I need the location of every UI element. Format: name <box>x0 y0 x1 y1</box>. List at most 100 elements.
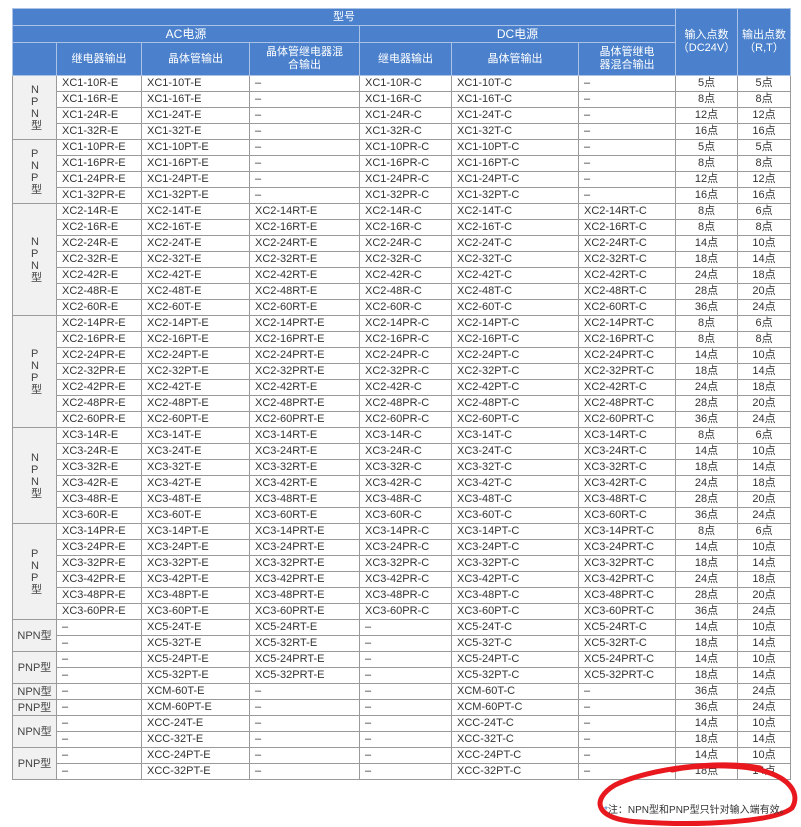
cell-ac-relay: XC1-10R-E <box>56 75 142 92</box>
cell-input-points: 18点 <box>675 635 739 652</box>
cell-dc-transistor: XC1-24PT-C <box>451 171 579 188</box>
cell-ac-mixed: – <box>249 187 360 204</box>
cell-dc-transistor: XC5-32T-C <box>451 635 579 652</box>
cell-dc-relay: XC2-60PR-C <box>359 411 452 428</box>
cell-input-points: 8点 <box>675 203 739 220</box>
cell-ac-transistor: XC1-10PT-E <box>141 139 250 156</box>
cell-dc-relay: – <box>359 619 452 636</box>
cell-output-points: 10点 <box>737 619 792 636</box>
cell-output-points: 14点 <box>737 363 792 380</box>
cell-dc-relay: – <box>359 651 452 668</box>
cell-dc-relay: XC2-48PR-C <box>359 395 452 412</box>
cell-input-points: 18点 <box>675 731 739 748</box>
cell-ac-relay: XC3-14R-E <box>56 427 142 444</box>
cell-output-points: 8点 <box>737 91 792 108</box>
cell-ac-relay: XC3-24R-E <box>56 443 142 460</box>
cell-ac-relay: XC2-42PR-E <box>56 379 142 396</box>
cell-ac-mixed: – <box>249 91 360 108</box>
header-ac-relay: 继电器输出 <box>56 42 142 76</box>
cell-dc-mixed: XC3-32RT-C <box>577 459 677 476</box>
cell-ac-relay: – <box>56 651 142 668</box>
cell-dc-mixed: XC5-24RT-C <box>577 619 677 636</box>
header-ac-mixed: 晶体管继电器混合输出 <box>249 42 360 76</box>
cell-input-points: 36点 <box>675 683 739 700</box>
cell-dc-relay: XC3-24PR-C <box>359 539 452 556</box>
cell-dc-mixed: – <box>577 683 677 700</box>
cell-ac-mixed: – <box>249 747 360 764</box>
table-row: XC3-48PR-E XC3-48PT-E XC3-48PRT-E XC3-48PR-… <box>13 587 792 604</box>
cell-dc-mixed: – <box>577 123 677 140</box>
table-row: PNP型 – XCC-24PT-E – – XCC-24PT-C –14点 10点 <box>12 747 792 780</box>
cell-ac-mixed: – <box>249 123 360 140</box>
cell-ac-relay: XC3-48PR-E <box>56 587 142 604</box>
table-row: – XC5-32T-E XC5-32RT-E – XC5-32T-C XC5-32RT-C… <box>13 635 792 652</box>
cell-output-points: 14点 <box>737 459 792 476</box>
cell-ac-transistor: XC2-42T-E <box>141 379 250 396</box>
cell-ac-relay: XC3-42R-E <box>56 475 142 492</box>
footnote-text: 注：NPN型和PNP型只针对输入端有效。 <box>607 805 790 816</box>
cell-input-points: 36点 <box>675 507 739 524</box>
cell-ac-transistor: XCC-24PT-E <box>141 747 250 764</box>
cell-dc-transistor: XC1-16PT-C <box>451 155 579 172</box>
cell-dc-transistor: XCM-60T-C <box>451 683 579 700</box>
cell-ac-relay: XC3-42PR-E <box>56 571 142 588</box>
cell-ac-relay: – <box>56 747 142 764</box>
table-row: – XC5-32PT-E XC5-32PRT-E – XC5-32PT-C XC5-32P… <box>13 667 792 684</box>
cell-input-points: 18点 <box>675 555 739 572</box>
cell-dc-mixed: – <box>577 139 677 156</box>
cell-ac-mixed: XC5-32PRT-E <box>249 667 360 684</box>
cell-ac-relay: XC3-60PR-E <box>56 603 142 620</box>
cell-ac-mixed: XC3-60RT-E <box>249 507 360 524</box>
cell-dc-mixed: – <box>577 171 677 188</box>
cell-output-points: 14点 <box>737 731 792 748</box>
type-label: PNP型 <box>12 651 57 684</box>
cell-ac-transistor: XC2-24PT-E <box>141 347 250 364</box>
cell-output-points: 14点 <box>737 667 792 684</box>
cell-dc-transistor: XC3-60T-C <box>451 507 579 524</box>
table-row: XC1-16R-E XC1-16T-E – XC1-16R-C XC1-16T-C –8点… <box>13 91 792 108</box>
table-row: XC3-32PR-E XC3-32PT-E XC3-32PRT-E XC3-32PR-… <box>13 555 792 572</box>
cell-ac-transistor: XC2-60PT-E <box>141 411 250 428</box>
cell-input-points: 36点 <box>675 299 739 316</box>
cell-dc-relay: XC3-60R-C <box>359 507 452 524</box>
cell-ac-transistor: XC3-32T-E <box>141 459 250 476</box>
cell-ac-transistor: XC2-32PT-E <box>141 363 250 380</box>
type-label: PNP型 <box>12 747 57 780</box>
cell-dc-transistor: XC1-32PT-C <box>451 187 579 204</box>
cell-output-points: 20点 <box>737 587 792 604</box>
cell-dc-relay: XC2-32PR-C <box>359 363 452 380</box>
table-row: NPN型 – XCM-60T-E – – XCM-60T-C –36点 24点 <box>12 683 792 700</box>
cell-ac-transistor: XCC-32PT-E <box>141 763 250 780</box>
cell-dc-mixed: XC3-48PRT-C <box>577 587 677 604</box>
cell-dc-mixed: XC3-24PRT-C <box>577 539 677 556</box>
cell-output-points: 24点 <box>737 683 792 700</box>
cell-dc-transistor: XC2-48T-C <box>451 283 579 300</box>
cell-ac-relay: – <box>56 731 142 748</box>
cell-dc-relay: XC1-24PR-C <box>359 171 452 188</box>
cell-input-points: 36点 <box>675 411 739 428</box>
cell-input-points: 14点 <box>675 443 739 460</box>
cell-ac-relay: XC2-60R-E <box>56 299 142 316</box>
cell-input-points: 36点 <box>675 699 739 716</box>
cell-ac-mixed: XC5-24PRT-E <box>249 651 360 668</box>
model-table: 型号 输入点数（DC24V） 输出点数（R,T） AC电源 DC电源 继电器输出… <box>11 8 792 780</box>
type-label: NPN型 <box>12 75 57 140</box>
cell-input-points: 8点 <box>675 427 739 444</box>
cell-ac-relay: XC2-24R-E <box>56 235 142 252</box>
table-row: NPN型 – XCC-24T-E – – XCC-24T-C –14点 10点 <box>12 715 792 748</box>
cell-ac-transistor: XC1-24T-E <box>141 107 250 124</box>
cell-ac-transistor: XC2-60T-E <box>141 299 250 316</box>
cell-ac-relay: – <box>56 763 142 780</box>
cell-ac-relay: – <box>56 667 142 684</box>
header-dc-power: DC电源 <box>358 25 677 43</box>
cell-dc-mixed: XC2-14PRT-C <box>577 315 677 332</box>
cell-dc-transistor: XC3-60PT-C <box>451 603 579 620</box>
cell-ac-mixed: XC3-32PRT-E <box>249 555 360 572</box>
cell-ac-relay: XC3-14PR-E <box>56 523 142 540</box>
cell-dc-mixed: – <box>577 187 677 204</box>
cell-input-points: 14点 <box>675 539 739 556</box>
cell-input-points: 5点 <box>675 75 739 92</box>
cell-dc-transistor: XC2-24T-C <box>451 235 579 252</box>
cell-output-points: 8点 <box>737 155 792 172</box>
table-row: XC2-32PR-E XC2-32PT-E XC2-32PRT-E XC2-32PR-… <box>13 363 792 380</box>
